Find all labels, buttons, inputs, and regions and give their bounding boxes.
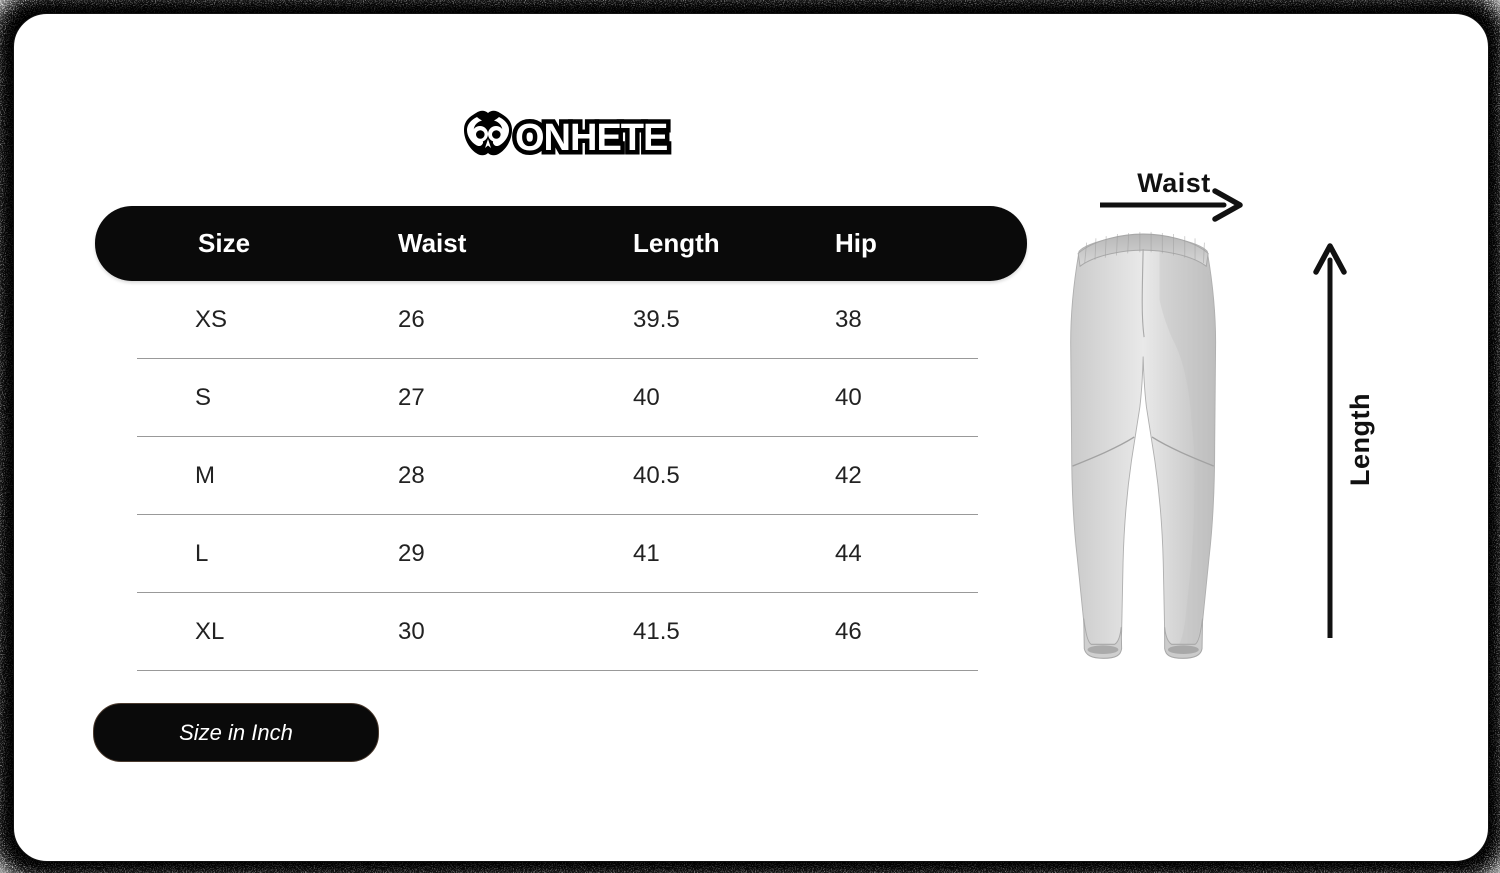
svg-text:ONHETE: ONHETE — [515, 117, 667, 159]
